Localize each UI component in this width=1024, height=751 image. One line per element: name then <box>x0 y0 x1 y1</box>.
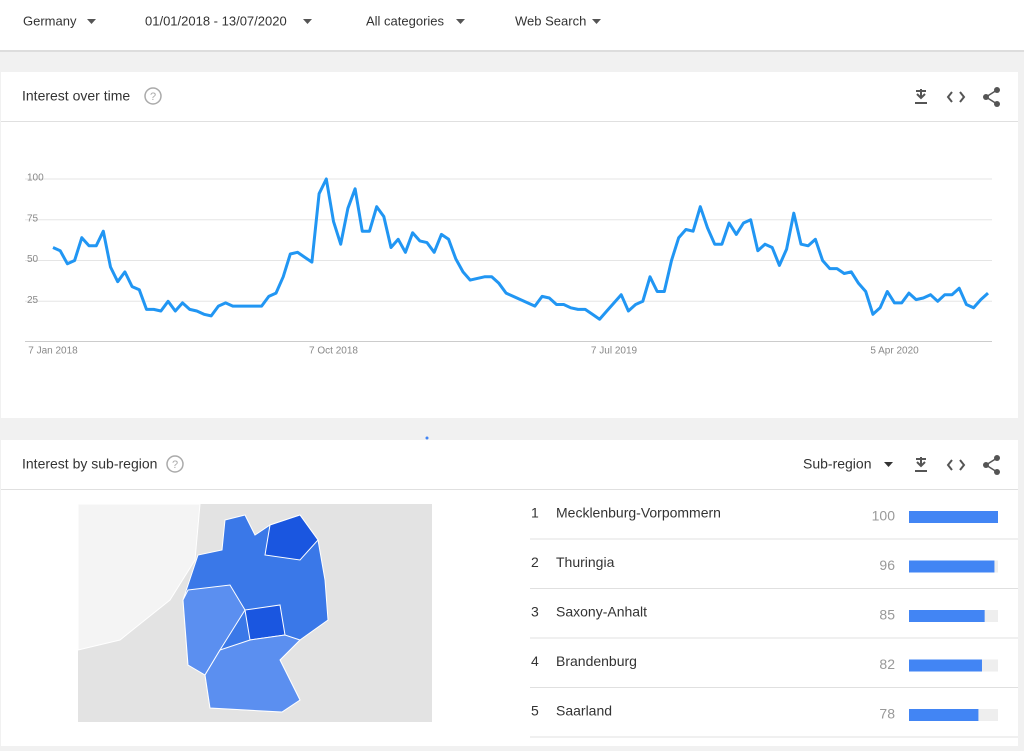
x-tick-label: 7 Jan 2018 <box>28 346 78 357</box>
region-rank: 3 <box>531 604 539 620</box>
divider <box>1 121 1018 122</box>
divider <box>1 489 1018 490</box>
card-title: Interest by sub-region <box>22 456 157 472</box>
dropdown-arrow <box>456 19 465 24</box>
y-tick-label: 25 <box>27 295 39 306</box>
dropdown-arrow <box>884 462 893 467</box>
help-icon[interactable]: ? <box>166 455 184 473</box>
bar <box>909 560 995 573</box>
region-name: Thuringia <box>556 554 615 570</box>
x-tick-label: 7 Jul 2019 <box>591 346 638 357</box>
card-title: Interest over time <box>22 88 130 104</box>
map[interactable] <box>77 503 432 722</box>
region-rank: 5 <box>531 703 539 719</box>
region-value: 85 <box>879 607 895 623</box>
bar <box>909 659 982 672</box>
region-name: Brandenburg <box>556 653 637 669</box>
card <box>1 72 1018 418</box>
region-name: Saxony-Anhalt <box>556 604 647 620</box>
top-bar <box>0 0 1024 50</box>
download-icon[interactable] <box>915 89 927 104</box>
download-icon[interactable] <box>915 457 927 472</box>
y-tick-label: 100 <box>27 173 44 184</box>
share-icon[interactable] <box>983 87 1000 107</box>
x-tick-label: 7 Oct 2018 <box>309 346 358 357</box>
region-list: 1 Mecklenburg-Vorpommern 100 2 Thuringia 96 3 S… <box>530 505 1018 738</box>
share-icon[interactable] <box>983 455 1000 475</box>
filter-label: Web Search <box>515 13 586 28</box>
y-tick-label: 50 <box>27 254 39 265</box>
bar <box>909 610 985 622</box>
x-tick-label: 5 Apr 2020 <box>870 346 919 357</box>
region-value: 78 <box>879 706 895 722</box>
scroll-dot <box>425 436 429 440</box>
embed-icon[interactable] <box>946 91 966 103</box>
dropdown-label: Sub-region <box>803 456 872 472</box>
svg-text:?: ? <box>150 91 156 103</box>
dropdown-arrow <box>87 19 96 24</box>
svg-text:?: ? <box>172 459 178 471</box>
filter-label: 01/01/2018 - 13/07/2020 <box>145 13 287 28</box>
y-tick-label: 75 <box>27 213 39 224</box>
region-name: Saarland <box>556 703 612 719</box>
embed-icon[interactable] <box>946 459 966 471</box>
region-value: 96 <box>879 557 895 573</box>
filter[interactable]: 01/01/2018 - 13/07/2020 <box>145 13 312 28</box>
line-chart: 25 50 75 100 7 Jan 2018 7 Oct 2018 7 Jul 2019 5… <box>25 173 992 357</box>
trend-line <box>52 177 990 321</box>
region-value: 100 <box>872 508 896 524</box>
filter[interactable]: All categories <box>366 13 465 28</box>
bar <box>909 709 979 721</box>
resolution-dropdown[interactable]: Sub-region <box>803 456 893 472</box>
dropdown-arrow <box>303 19 312 24</box>
top-bar-shadow <box>0 50 1024 52</box>
filter-label: All categories <box>366 13 445 28</box>
filter[interactable]: Web Search <box>515 13 601 28</box>
region-rank: 2 <box>531 554 539 570</box>
dropdown-arrow <box>592 19 601 24</box>
region-value: 82 <box>879 656 895 672</box>
filter-label: Germany <box>23 13 77 28</box>
region-name: Mecklenburg-Vorpommern <box>556 505 721 521</box>
help-icon[interactable]: ? <box>144 87 162 105</box>
region-rank: 1 <box>531 505 539 521</box>
region-rank: 4 <box>531 653 539 669</box>
bar <box>909 511 998 523</box>
filter[interactable]: Germany <box>23 13 96 28</box>
